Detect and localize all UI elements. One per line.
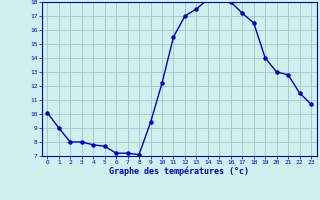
X-axis label: Graphe des températures (°c): Graphe des températures (°c): [109, 167, 249, 176]
